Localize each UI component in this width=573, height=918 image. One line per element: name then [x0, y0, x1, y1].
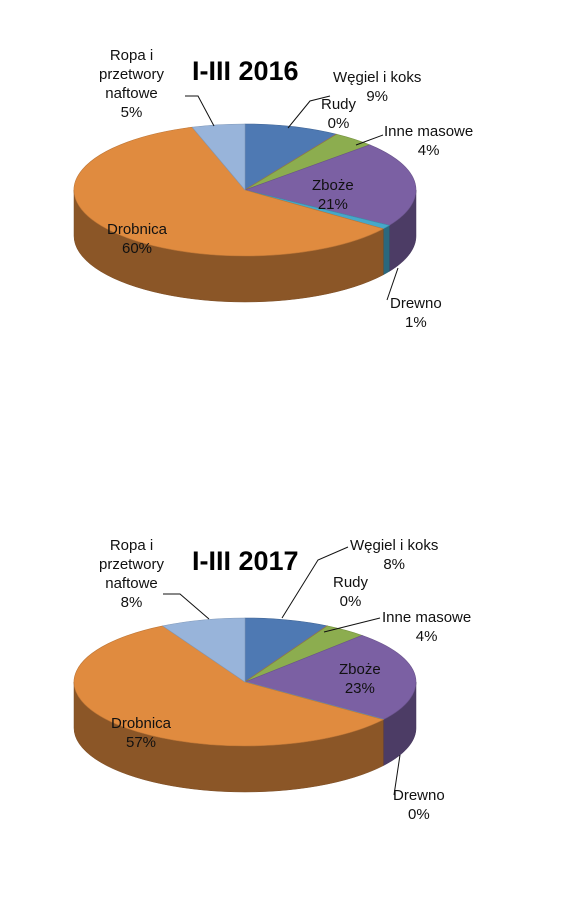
label-name: Inne masowe: [382, 609, 472, 626]
leader-line-inne: [323, 617, 381, 633]
label-rudy: Rudy 0%: [333, 573, 368, 611]
pie-chart-2016: I-III 2016 Węgiel i koks 9% Rudy 0% Inne…: [0, 28, 573, 428]
label-ropa-i-przetwory-naftowe: Ropa i przetwory naftowe 5%: [99, 46, 164, 122]
label-name-line-3: naftowe: [105, 85, 158, 102]
label-value: 4%: [417, 142, 440, 159]
label-name: Drewno: [390, 295, 442, 312]
label-name: Zboże: [312, 177, 354, 194]
label-value: 0%: [339, 593, 362, 610]
pie-chart-2017: I-III 2017 Węgiel i koks 8% Rudy 0% Inne…: [0, 518, 573, 918]
label-ropa-i-przetwory-naftowe: Ropa i przetwory naftowe 8%: [99, 536, 164, 612]
label-drewno: Drewno 0%: [393, 786, 445, 824]
label-drobnica: Drobnica 60%: [107, 220, 167, 258]
leader-line-drewno: [386, 267, 399, 301]
label-name: Drobnica: [107, 221, 168, 238]
label-zboze: Zboże 23%: [339, 660, 381, 698]
leader-line-inne: [355, 134, 384, 146]
label-value: 4%: [415, 628, 438, 645]
pie-slice-ropa-i-przetwory-naftowe: [161, 617, 246, 683]
label-name-line-2: przetwory: [99, 556, 165, 573]
label-name: Drewno: [393, 787, 445, 804]
label-value: 1%: [405, 314, 427, 331]
label-value: 23%: [344, 680, 375, 697]
label-value: 60%: [122, 240, 153, 257]
pie-slice-zboze: [244, 635, 417, 720]
leader-line-ropa: [163, 593, 210, 620]
label-name-line-2: przetwory: [99, 66, 165, 83]
leader-line-wegiel: [287, 95, 331, 129]
label-value: 8%: [383, 556, 406, 573]
leader-line-drewno: [393, 754, 401, 796]
label-name-line-3: naftowe: [105, 575, 158, 592]
pie-slices: [73, 123, 417, 257]
leader-line-ropa: [185, 95, 215, 127]
label-value: 57%: [126, 734, 157, 751]
label-name-line-1: Ropa i: [109, 47, 154, 64]
label-name-line-1: Ropa i: [109, 537, 154, 554]
label-name: Zboże: [339, 661, 381, 678]
pie-slices: [73, 617, 417, 747]
label-value: 0%: [408, 806, 430, 823]
pie-slice-wegiel-i-koks: [244, 123, 338, 191]
label-value: 0%: [327, 115, 350, 132]
pie-side-walls: [73, 189, 417, 303]
label-value: 8%: [120, 594, 143, 611]
label-wegiel-i-koks: Węgiel i koks 8%: [350, 536, 438, 574]
chart-title: I-III 2017: [192, 546, 299, 576]
label-name: Inne masowe: [384, 123, 474, 140]
chart-title: I-III 2016: [192, 56, 299, 86]
pie-slice-zboze: [243, 144, 417, 226]
label-inne-masowe: Inne masowe 4%: [382, 608, 471, 646]
label-name: Drobnica: [111, 715, 172, 732]
label-value: 9%: [366, 88, 389, 105]
pie-side-drewno: [383, 224, 390, 276]
label-value: 21%: [317, 196, 348, 213]
label-drobnica: Drobnica 57%: [111, 714, 171, 752]
label-name: Rudy: [321, 96, 357, 113]
label-rudy: Rudy 0%: [321, 95, 356, 133]
pie-slice-drobnica: [73, 625, 385, 747]
label-zboze: Zboże 21%: [312, 176, 354, 214]
label-value: 5%: [120, 104, 143, 121]
label-name: Rudy: [333, 574, 369, 591]
pie-slice-drobnica: [73, 126, 385, 257]
pie-slice-ropa-i-przetwory-naftowe: [191, 123, 246, 191]
label-name: Węgiel i koks: [333, 69, 422, 86]
leader-line-wegiel: [281, 546, 349, 619]
pie-chart-2016-svg: [73, 95, 417, 303]
pie-chart-2017-svg: [73, 546, 417, 796]
label-drewno: Drewno 1%: [390, 294, 442, 332]
label-wegiel-i-koks: Węgiel i koks 9%: [333, 68, 421, 106]
label-inne-masowe: Inne masowe 4%: [384, 122, 473, 160]
label-name: Węgiel i koks: [350, 537, 439, 554]
